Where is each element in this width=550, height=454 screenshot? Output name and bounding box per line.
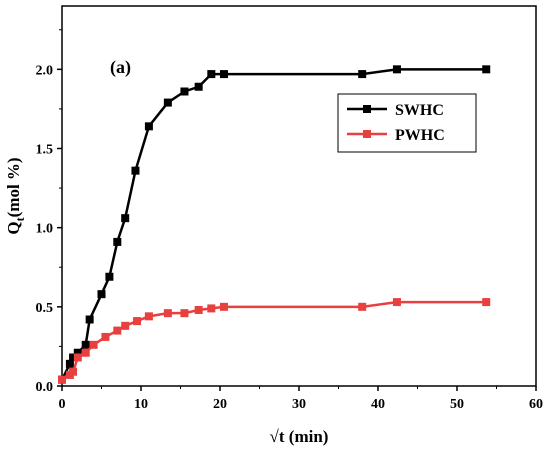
data-point-swhc	[194, 82, 203, 91]
legend-box	[337, 93, 477, 153]
x-axis-ticks: 0 10 20 30 40 50 60	[59, 386, 543, 412]
y-axis-ticks: 0.0 0.5 1.0 1.5 2.0	[36, 29, 62, 395]
panel-label: (a)	[110, 57, 131, 78]
series-layer	[58, 65, 491, 384]
data-point-swhc	[73, 348, 82, 357]
data-point-pwhc	[358, 302, 367, 311]
series-line-pwhc	[61, 300, 487, 381]
data-point-pwhc	[101, 332, 110, 341]
data-point-swhc	[482, 65, 491, 74]
x-tick-label: 30	[292, 397, 306, 412]
data-point-swhc	[81, 340, 90, 349]
data-point-pwhc	[73, 353, 82, 362]
x-tick-label: 20	[213, 397, 227, 412]
data-point-pwhc	[392, 298, 401, 307]
y-tick-label: 1.5	[36, 143, 54, 158]
data-point-pwhc	[194, 306, 203, 314]
data-point-swhc	[69, 353, 78, 362]
data-point-pwhc	[180, 309, 189, 318]
y-tick-label: 0.0	[36, 380, 54, 395]
legend-swhc-marker	[363, 105, 371, 113]
data-point-swhc	[358, 70, 367, 79]
y-axis-title-main: Q	[4, 221, 23, 234]
data-point-pwhc	[69, 367, 78, 376]
data-point-pwhc	[113, 326, 122, 335]
data-point-pwhc	[133, 317, 142, 326]
legend-swhc-label: SWHC	[395, 102, 444, 119]
data-point-pwhc	[81, 348, 90, 357]
data-point-pwhc	[219, 302, 228, 311]
data-point-swhc	[105, 272, 114, 281]
data-point-swhc	[131, 166, 140, 175]
data-point-swhc	[85, 315, 94, 324]
x-tick-label: 40	[371, 397, 385, 412]
data-point-pwhc	[482, 298, 491, 307]
x-axis-title: √t (min)	[270, 427, 329, 446]
data-point-pwhc	[121, 321, 130, 330]
x-tick-label: 0	[59, 397, 66, 412]
data-point-swhc	[392, 65, 401, 74]
legend-pwhc-label: PWHC	[395, 127, 445, 144]
data-point-swhc	[219, 70, 228, 79]
x-tick-label: 50	[450, 397, 464, 412]
y-axis-title: Qt(mol %)	[4, 157, 27, 234]
plot-frame	[61, 5, 537, 387]
data-point-swhc	[180, 87, 189, 96]
y-axis-title-rest: (mol %)	[4, 157, 23, 217]
y-axis-title-sub: t	[13, 217, 27, 221]
data-point-pwhc	[163, 309, 172, 318]
data-point-swhc	[113, 237, 122, 246]
y-tick-label: 2.0	[36, 63, 54, 78]
y-tick-label: 0.5	[36, 301, 54, 316]
data-point-swhc	[65, 359, 74, 368]
legend: SWHC PWHC	[337, 93, 477, 153]
data-point-swhc	[207, 70, 216, 79]
y-tick-label: 1.0	[36, 222, 54, 237]
data-point-pwhc	[89, 340, 98, 349]
x-tick-label: 60	[529, 397, 543, 412]
data-point-pwhc	[144, 312, 153, 321]
data-point-pwhc	[58, 375, 66, 384]
data-point-swhc	[97, 290, 106, 299]
x-tick-label: 10	[134, 397, 148, 412]
data-point-swhc	[163, 98, 172, 107]
data-point-swhc	[121, 214, 130, 223]
legend-pwhc-marker	[363, 130, 371, 138]
data-point-swhc	[144, 122, 153, 131]
data-point-pwhc	[207, 304, 216, 313]
